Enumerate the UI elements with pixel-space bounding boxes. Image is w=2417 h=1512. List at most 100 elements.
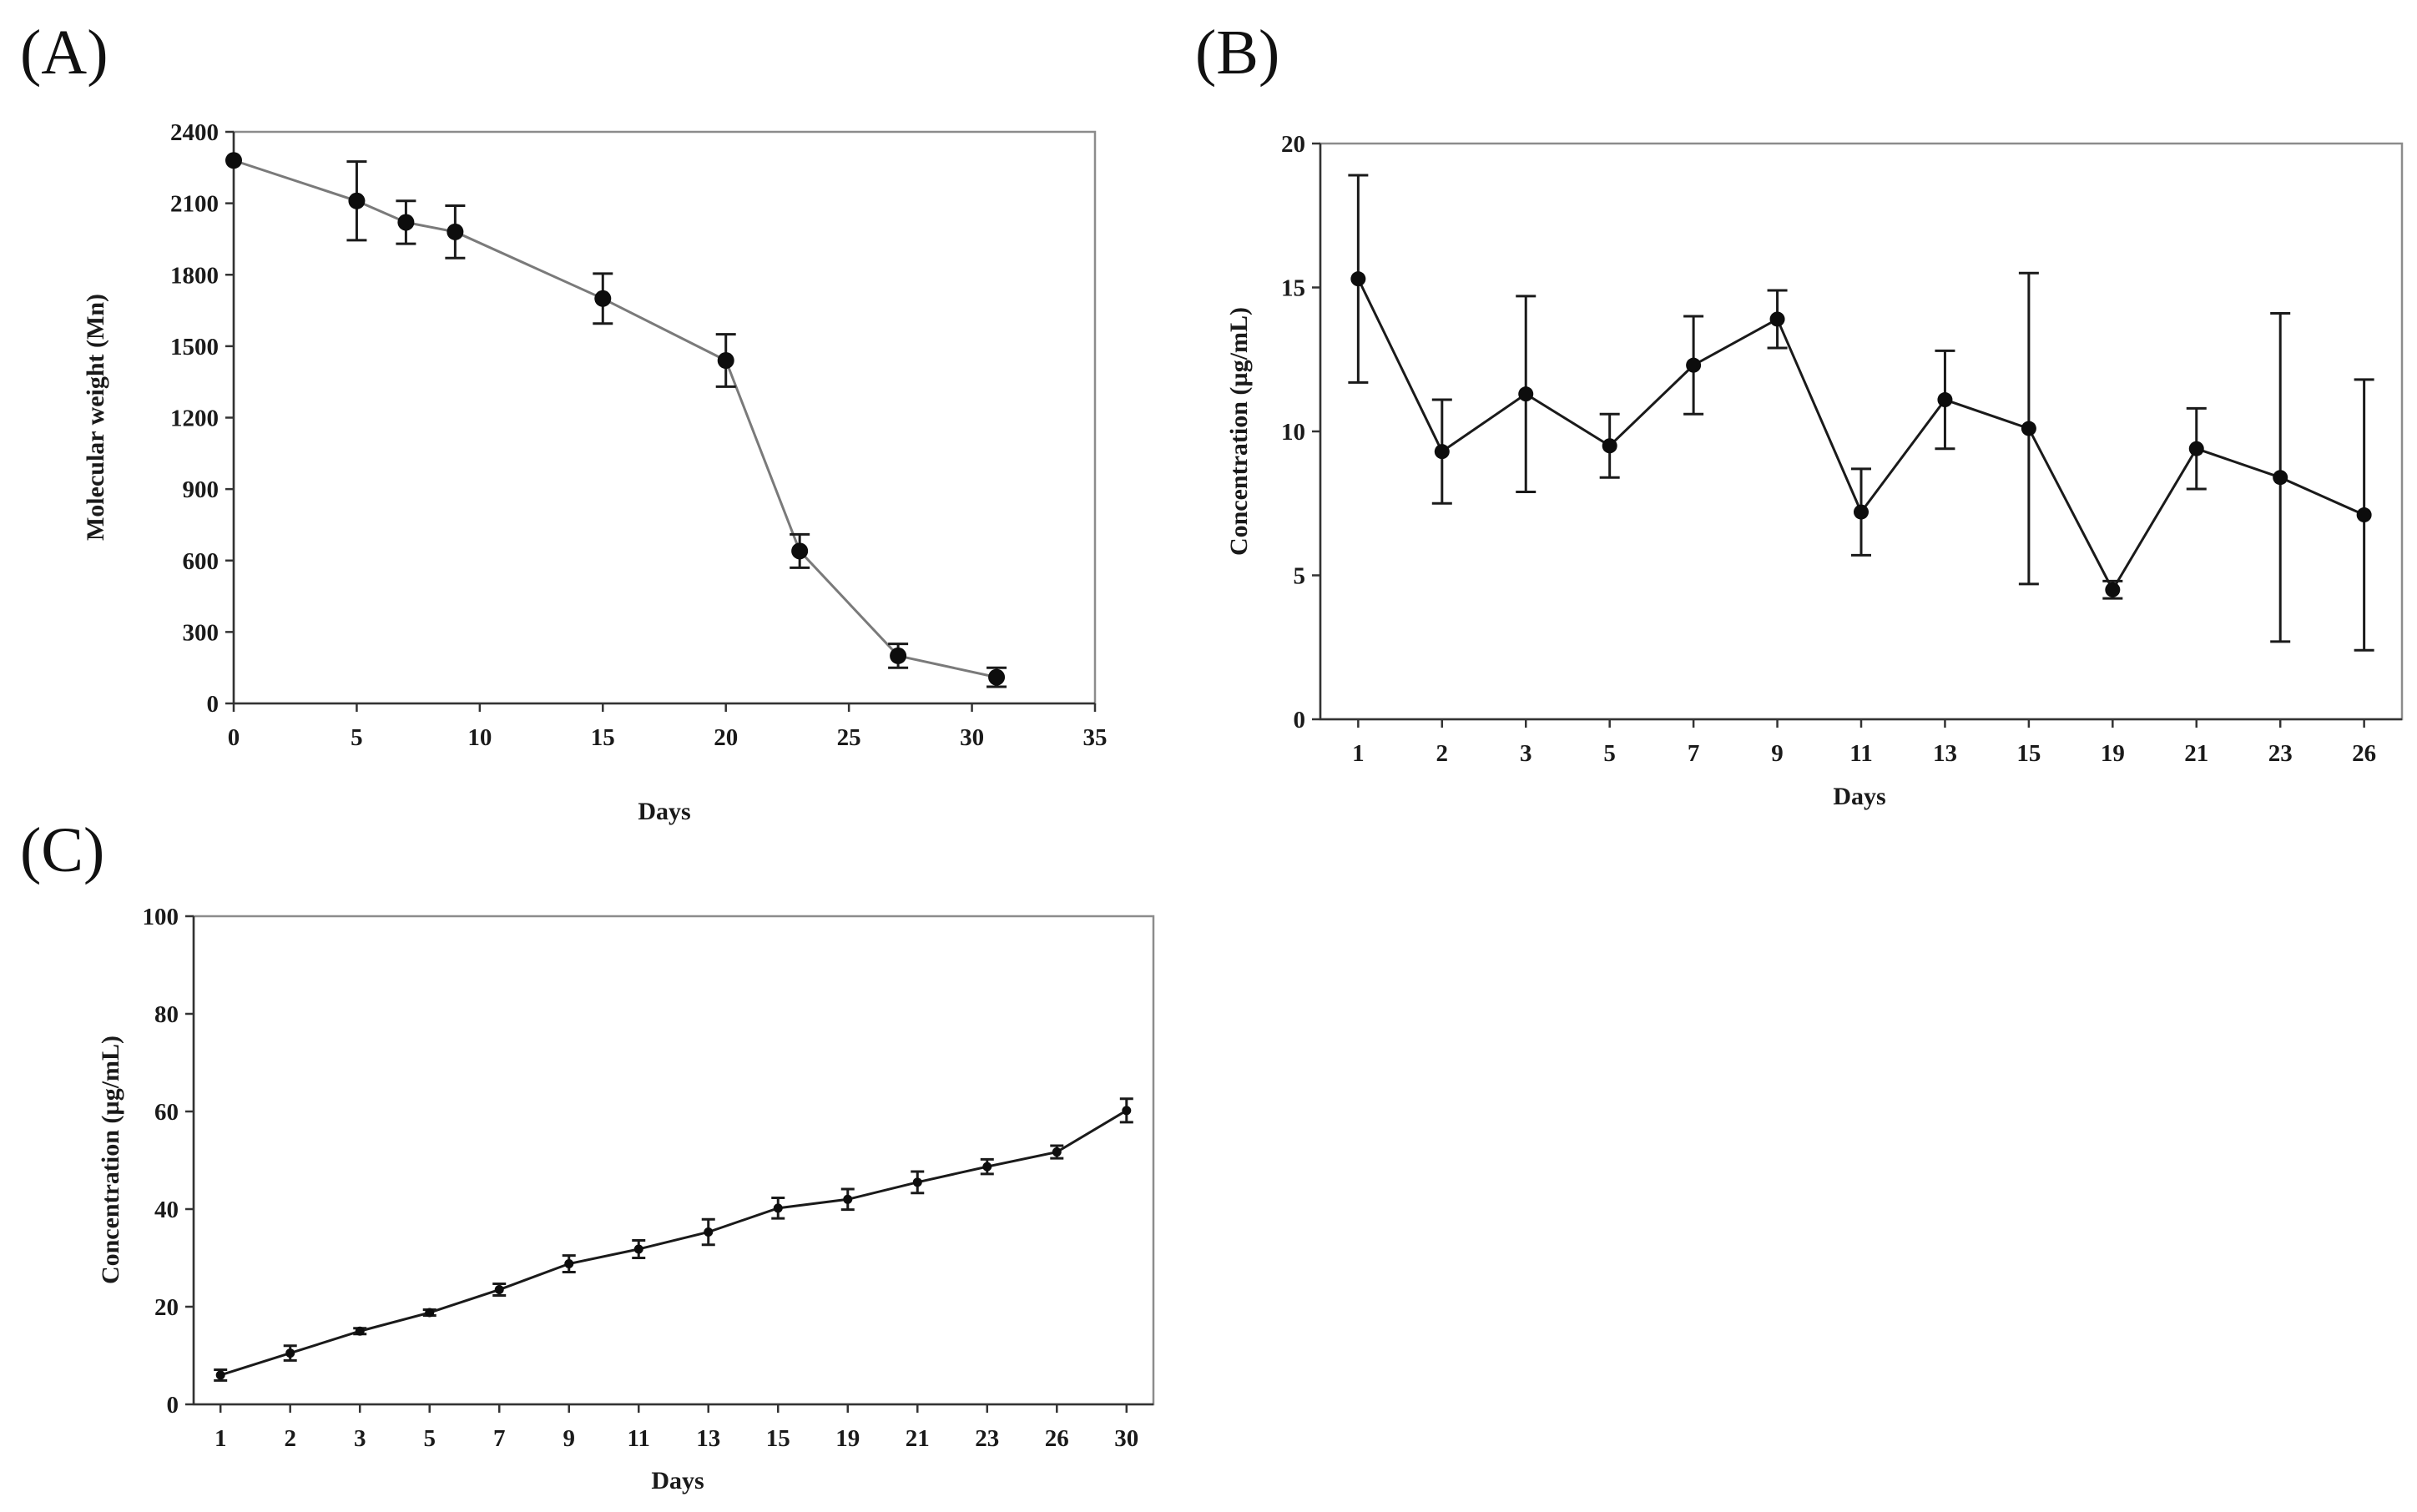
panel-a-label: (A) [20, 18, 108, 88]
panel-b-y-axis-title: Concentration (µg/mL) [1225, 307, 1253, 556]
panel-c-x-tick-label: 19 [835, 1425, 860, 1452]
panel-c-data-point [912, 1177, 922, 1187]
panel-c-series-line [219, 1109, 1128, 1377]
panel-c-data-point [285, 1348, 295, 1358]
panel-c-x-tick-label: 1 [214, 1425, 227, 1452]
panel-a-chart: (A) 0 300 600 900 1200 1500 1800 2100 2400 0 5 10 15… [20, 18, 1108, 825]
panel-b-x-tick-label: 3 [1520, 740, 1532, 767]
panel-b-data-point [2188, 441, 2204, 456]
panel-b-data-point [1854, 504, 1869, 520]
panel-c-x-tick-label: 3 [354, 1425, 366, 1452]
panel-b-data-point [1434, 444, 1450, 460]
panel-a-data-point [397, 214, 415, 231]
panel-c-x-tick-label: 5 [423, 1425, 436, 1452]
panel-c-data-point [633, 1244, 643, 1254]
panel-c-x-tick-label: 26 [1045, 1425, 1069, 1452]
panel-a-data-point [717, 352, 734, 369]
panel-a-data-point [791, 542, 809, 560]
panel-b-data-point [1937, 392, 1953, 408]
panel-c-x-tick-label: 15 [766, 1425, 790, 1452]
panel-a-x-tick-label: 5 [351, 724, 363, 751]
panel-b-y-tick-label: 0 [1294, 707, 1306, 733]
panel-b-x-tick-label: 15 [2016, 740, 2041, 767]
panel-b-data-point [1686, 357, 1702, 373]
panel-a-x-tick-label: 25 [837, 724, 861, 751]
panel-b-data-point [2021, 421, 2036, 436]
panel-b-data-point [1602, 438, 1617, 454]
panel-c-data-point [494, 1285, 504, 1295]
panel-a-x-tick-label: 0 [228, 724, 240, 751]
panel-b-y-tick-label: 10 [1281, 419, 1305, 446]
panel-b-label: (B) [1195, 18, 1279, 88]
panel-b-data-point [1769, 311, 1785, 327]
panel-a-series-line [233, 159, 997, 679]
panel-b-x-tick-label: 26 [2352, 740, 2376, 767]
panel-c-x-tick-label: 30 [1114, 1425, 1138, 1452]
panel-a-x-tick-label: 15 [591, 724, 615, 751]
panel-a-y-tick-label: 900 [183, 476, 219, 503]
panel-b-plot-frame [1319, 142, 2404, 721]
panel-c-y-tick-label: 0 [167, 1392, 179, 1419]
panel-b-x-tick-label: 1 [1352, 740, 1365, 767]
panel-a-y-tick-label: 600 [183, 548, 219, 575]
panel-b-x-tick-label: 21 [2184, 740, 2208, 767]
panel-c-y-tick-label: 40 [154, 1197, 179, 1223]
panel-c-y-tick-label: 20 [154, 1294, 179, 1321]
panel-c-data-point [355, 1326, 365, 1336]
panel-a-y-tick-label: 0 [207, 691, 219, 718]
panel-b-x-tick-label: 11 [1849, 740, 1872, 767]
panel-c-data-point [564, 1259, 574, 1269]
panel-b-x-tick-label: 7 [1688, 740, 1700, 767]
panel-a-data-point [447, 223, 464, 240]
panel-b-x-tick-label: 23 [2268, 740, 2293, 767]
panel-c-x-tick-label: 11 [628, 1425, 650, 1452]
panel-a-y-tick-label: 300 [183, 619, 219, 646]
panel-c-data-point [982, 1162, 992, 1172]
panel-c-x-tick-label: 23 [975, 1425, 999, 1452]
panel-c-data-point [215, 1370, 225, 1380]
panel-c-x-tick-label: 21 [906, 1425, 930, 1452]
panel-b-series [1348, 174, 2374, 652]
panel-c-y-tick-label: 80 [154, 1001, 179, 1028]
panel-c-data-point [773, 1203, 783, 1213]
panel-c-y-tick-label: 100 [143, 904, 179, 930]
panel-a-y-tick-label: 2100 [170, 191, 219, 218]
panel-b-x-tick-label: 2 [1436, 740, 1449, 767]
panel-a-series [225, 152, 1007, 688]
panel-a-data-point [348, 192, 366, 209]
panel-a-y-tick-label: 1800 [170, 262, 219, 289]
panel-c-data-point [1052, 1147, 1062, 1157]
panel-a-x-axis-title: Days [638, 798, 690, 825]
panel-c-x-axis-title: Days [651, 1467, 704, 1494]
panel-a-data-point [988, 668, 1006, 686]
panel-a-y-tick-label: 2400 [170, 119, 219, 146]
panel-a-x-tick-label: 30 [960, 724, 984, 751]
panel-c-plot-frame [192, 915, 1155, 1406]
panel-a-y-axis-title: Molecular weight (Mn) [82, 294, 109, 541]
panel-b-y-tick-label: 15 [1281, 275, 1305, 302]
panel-a-y-tick-label: 1500 [170, 334, 219, 360]
panel-a-ticks: 0 300 600 900 1200 1500 1800 2100 2400 0 5 10 15 20 25… [170, 119, 1108, 751]
panel-b-data-point [1350, 271, 1366, 287]
panel-a-x-tick-label: 10 [467, 724, 492, 751]
panel-b-data-point [2273, 470, 2288, 486]
panel-b-y-tick-label: 20 [1281, 131, 1305, 158]
panel-a-x-tick-label: 20 [714, 724, 738, 751]
panel-c-data-point [704, 1227, 714, 1237]
panel-c-y-tick-label: 60 [154, 1099, 179, 1126]
panel-c-x-tick-label: 7 [493, 1425, 506, 1452]
panel-b-x-tick-label: 13 [1933, 740, 1957, 767]
panel-b-x-tick-label: 9 [1771, 740, 1784, 767]
panel-a-plot-frame [232, 130, 1097, 705]
panel-a-data-point [890, 647, 907, 664]
panel-c-data-point [843, 1194, 853, 1204]
panel-c-data-point [1122, 1106, 1132, 1116]
panel-c-data-point [425, 1308, 435, 1318]
panel-a-y-tick-label: 1200 [170, 406, 219, 432]
panel-b-x-tick-label: 5 [1603, 740, 1616, 767]
